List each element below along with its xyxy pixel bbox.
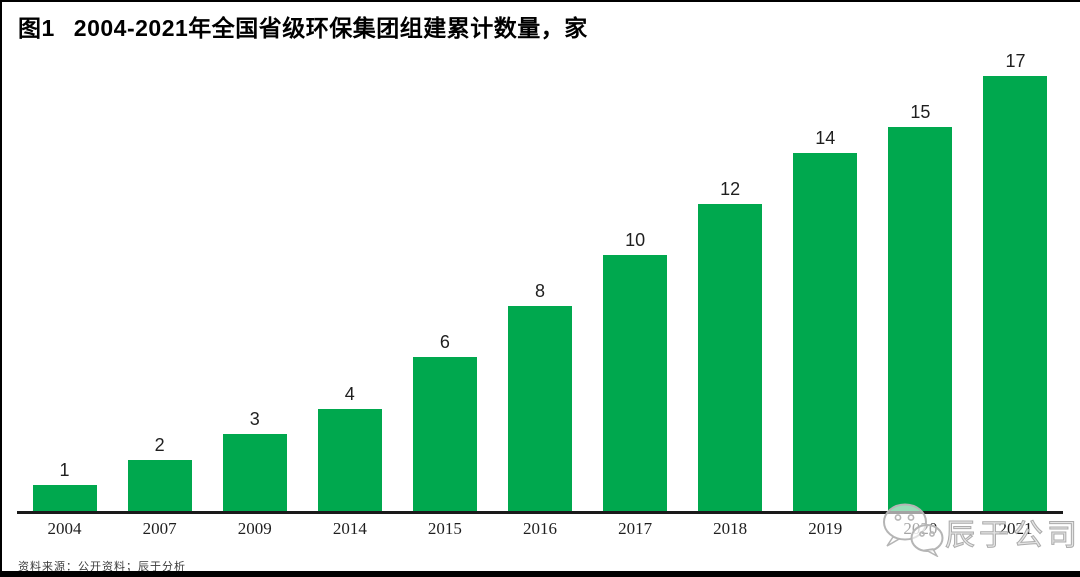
x-axis-tick-label: 2020 [903,519,938,538]
bar-value-label: 1 [59,460,70,481]
bar [127,459,192,511]
x-axis-tick-label: 2009 [237,519,272,538]
x-axis-tick-label: 2016 [523,519,557,538]
bar-value-label: 2 [154,434,165,455]
bar [983,75,1048,511]
x-axis-tick-label: 2021 [998,519,1033,538]
bar-value-label: 14 [815,127,836,148]
source-note: 资料来源：公开资料；辰于分析 [18,561,186,573]
x-axis-tick-label: 2014 [332,519,367,538]
x-axis-tick-label: 2017 [618,519,653,538]
x-axis-tick-label: 2015 [427,519,462,538]
bar [603,255,668,511]
x-axis-tick-label: 2018 [713,519,748,538]
bar [412,357,477,511]
plot-area: 1 2 3 4 6 8 10 12 14 15 17 [17,50,1063,511]
chart-title: 2004-2021年全国省级环保集团组建累计数量，家 [73,15,588,41]
bar [222,434,287,511]
x-axis-tick-label: 2004 [47,519,82,538]
x-axis-line [17,511,1063,514]
bar-value-label: 3 [249,409,260,430]
bar [508,306,572,511]
x-axis-tick-label: 2019 [808,519,843,538]
bar [888,127,953,511]
page-left-edge [0,0,2,577]
bar [793,152,858,511]
bar-value-label: 4 [344,383,355,404]
page-bottom-rule [0,571,1080,577]
bar [32,485,97,511]
page-top-edge [0,0,1080,2]
bar-value-label: 12 [720,178,741,199]
x-axis-tick-label: 2007 [142,519,177,538]
bar [317,408,382,511]
bar-value-label: 6 [439,332,450,353]
x-axis-tick-labels: 2004 2007 2009 2014 2015 2016 2017 2018 2019 2020… [17,519,1063,541]
bar-value-label: 10 [625,230,646,250]
bar-value-label: 8 [534,281,545,302]
bar [698,203,763,511]
bar-value-label: 17 [1005,50,1026,71]
chart-header: 图1 2004-2021年全国省级环保集团组建累计数量，家 [18,9,588,43]
figure-label: 图1 [18,15,55,41]
bar-value-label: 15 [910,102,931,122]
